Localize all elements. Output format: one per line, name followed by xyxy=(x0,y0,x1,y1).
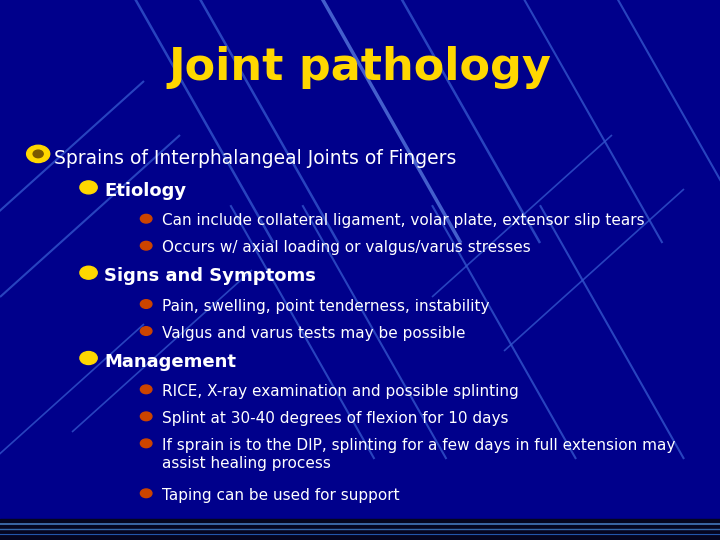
Text: Can include collateral ligament, volar plate, extensor slip tears: Can include collateral ligament, volar p… xyxy=(162,213,644,228)
Text: Sprains of Interphalangeal Joints of Fingers: Sprains of Interphalangeal Joints of Fin… xyxy=(54,148,456,167)
Text: Etiology: Etiology xyxy=(104,182,186,200)
Circle shape xyxy=(140,439,152,448)
Circle shape xyxy=(140,300,152,308)
Text: Taping can be used for support: Taping can be used for support xyxy=(162,488,400,503)
Circle shape xyxy=(140,489,152,498)
Text: Splint at 30-40 degrees of flexion for 10 days: Splint at 30-40 degrees of flexion for 1… xyxy=(162,411,508,426)
Text: Pain, swelling, point tenderness, instability: Pain, swelling, point tenderness, instab… xyxy=(162,299,490,314)
Circle shape xyxy=(140,385,152,394)
Circle shape xyxy=(80,266,97,279)
Circle shape xyxy=(140,327,152,335)
Bar xyxy=(0,519,720,540)
Text: RICE, X-ray examination and possible splinting: RICE, X-ray examination and possible spl… xyxy=(162,384,518,399)
Text: Signs and Symptoms: Signs and Symptoms xyxy=(104,267,316,285)
Circle shape xyxy=(80,352,97,365)
Circle shape xyxy=(80,181,97,194)
Text: Occurs w/ axial loading or valgus/varus stresses: Occurs w/ axial loading or valgus/varus … xyxy=(162,240,531,255)
Text: Valgus and varus tests may be possible: Valgus and varus tests may be possible xyxy=(162,326,466,341)
Circle shape xyxy=(140,214,152,223)
Circle shape xyxy=(140,241,152,250)
Text: Management: Management xyxy=(104,353,236,370)
Text: If sprain is to the DIP, splinting for a few days in full extension may
assist h: If sprain is to the DIP, splinting for a… xyxy=(162,438,675,471)
Text: Joint pathology: Joint pathology xyxy=(168,46,552,89)
Circle shape xyxy=(140,412,152,421)
Circle shape xyxy=(27,145,50,163)
Circle shape xyxy=(33,150,43,158)
